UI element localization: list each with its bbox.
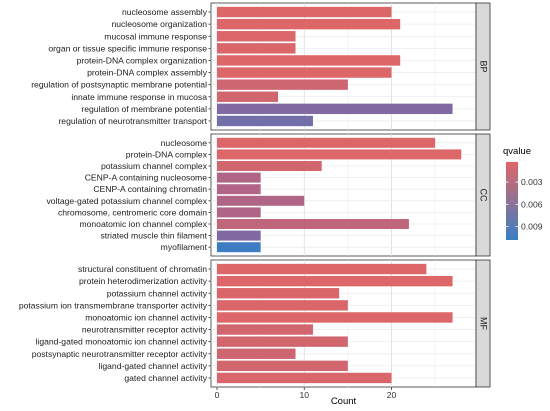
category-label: CENP-A containing nucleosome [85,173,208,183]
bar-cc-1 [217,149,462,160]
category-label: CENP-A containing chromatin [93,184,207,194]
category-label: nucleosome assembly [122,7,208,17]
facet-strip-label: BP [479,60,489,72]
bar-mf-5 [217,324,313,335]
x-axis: 0 10 20 [215,387,397,400]
bar-bp-7 [217,91,279,102]
category-label: nucleosome [161,138,208,148]
bar-cc-6 [217,207,261,218]
bar-cc-0 [217,137,436,148]
category-label: ligand-gated channel activity [99,361,208,371]
x-axis-title: Count [331,396,357,407]
category-label: organ or tissue specific immune response [48,43,207,53]
category-label: structural constituent of chromatin [78,264,207,274]
bar-cc-2 [217,161,322,171]
bar-bp-2 [217,31,296,42]
category-label: myofilament [161,242,208,252]
facet-panel-mf: structural constituent of chromatin prote… [19,259,491,388]
bar-bp-4 [217,55,401,66]
bar-bp-5 [217,67,392,78]
facet-strip-label: MF [479,317,489,330]
category-label: potassium channel complex [101,161,208,171]
bar-cc-4 [217,184,261,195]
category-label: protein-DNA complex assembly [87,68,208,78]
legend-tick-label: 0.006 [521,199,543,209]
bar-mf-0 [217,263,427,275]
bar-mf-2 [217,288,340,299]
category-label: protein-DNA complex organization [77,55,208,65]
bar-cc-5 [217,195,305,206]
category-label: voltage-gated potassium channel complex [46,196,207,206]
facet-panels: nucleosome assembly nucleosome organizati… [19,2,491,388]
qvalue-legend: qvalue 0.003 0.006 0.009 [503,146,543,240]
category-label: regulation of membrane potential [81,104,207,114]
category-label: chromosome, centromeric core domain [58,207,207,217]
legend-ticks: 0.003 0.006 0.009 [506,177,543,232]
bar-cc-7 [217,219,409,229]
bar-cc-3 [217,172,261,183]
bar-cc-9 [217,242,261,253]
category-label: gated channel activity [124,373,207,383]
bar-mf-4 [217,312,453,323]
category-label: innate immune response in mucosa [71,92,207,102]
bar-bp-8 [217,103,453,115]
bar-mf-6 [217,336,348,347]
facet-strip-label: CC [479,189,489,202]
category-label: monoatomic ion channel complex [79,219,207,229]
facet-strip [475,2,491,131]
bar-mf-9 [217,372,392,384]
bar-mf-3 [217,300,348,311]
category-label: monoatomic ion channel activity [85,312,208,322]
category-label: protein heterodimerization activity [79,276,208,286]
category-label: mucosal immune response [104,31,207,41]
category-label: protein-DNA complex [126,149,208,159]
bar-cc-8 [217,230,261,241]
facet-strip [475,259,491,388]
facet-panel-bp: nucleosome assembly nucleosome organizati… [31,2,491,131]
bar-mf-8 [217,360,348,372]
x-tick-label: 20 [387,390,397,400]
category-label: regulation of postsynaptic membrane pote… [31,80,207,90]
category-label: postsynaptic neurotransmitter receptor a… [32,349,208,359]
x-tick-label: 0 [215,390,220,400]
category-label: potassium ion transmembrane transporter … [19,300,208,310]
bar-bp-9 [217,115,313,127]
category-label: potassium channel activity [107,288,208,298]
legend-tick-label: 0.009 [521,222,543,232]
category-label: striated muscle thin filament [100,231,207,241]
bar-bp-1 [217,18,401,30]
bar-bp-0 [217,6,392,18]
bar-mf-7 [217,348,296,359]
legend-tick-label: 0.003 [521,177,543,187]
category-label: nucleosome organization [111,19,207,29]
bar-mf-1 [217,275,453,287]
x-tick-label: 10 [299,390,309,400]
legend-title: qvalue [503,146,531,157]
category-label: neurotransmitter receptor activity [82,325,208,335]
bar-bp-3 [217,43,296,54]
category-label: ligand-gated monoatomic ion channel acti… [36,337,208,347]
legend-colorbar [506,162,518,240]
facet-strip [475,133,491,257]
bar-bp-6 [217,79,348,90]
category-label: regulation of neurotransmitter transport [58,116,207,126]
